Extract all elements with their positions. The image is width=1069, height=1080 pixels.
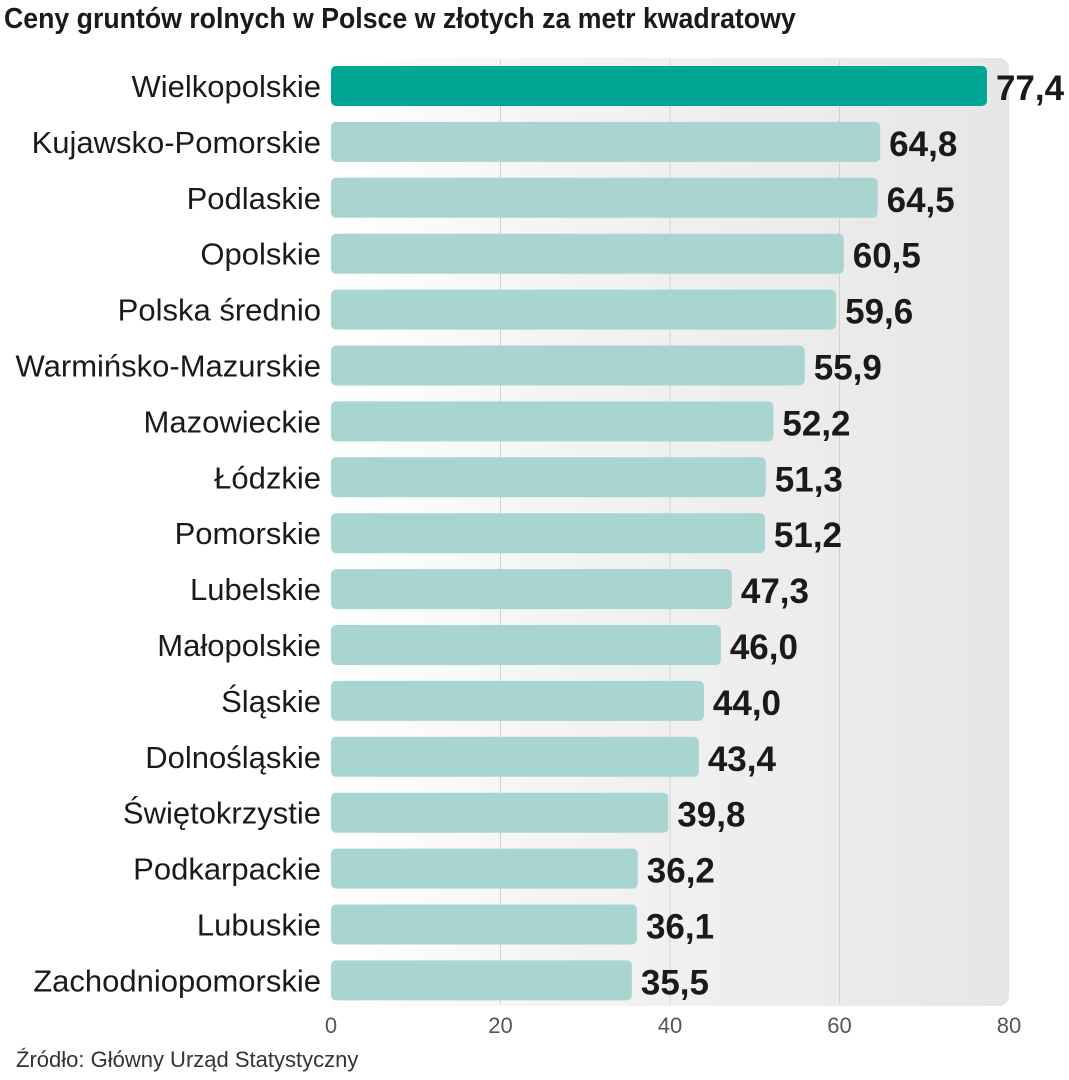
value-label-11: 44,0 <box>713 684 781 723</box>
value-label-10: 46,0 <box>730 628 798 667</box>
value-label-1: 64,8 <box>889 125 957 164</box>
x-tick-0: 0 <box>325 1013 337 1038</box>
value-label-2: 64,5 <box>887 181 955 220</box>
x-axis-ticks: 0 20 40 60 80 <box>325 1013 1021 1038</box>
bar-6 <box>331 401 774 442</box>
category-label-8: Pomorskie <box>175 516 321 551</box>
value-label-3: 60,5 <box>853 237 921 276</box>
category-label-11: Śląskie <box>221 683 321 719</box>
bar-12 <box>331 736 699 777</box>
x-tick-60: 60 <box>827 1013 851 1038</box>
bar-10 <box>331 625 721 665</box>
value-label-4: 59,6 <box>845 293 913 332</box>
value-label-5: 55,9 <box>814 349 882 388</box>
value-label-13: 39,8 <box>677 796 745 835</box>
source-note: Źródło: Główny Urząd Statystyczny <box>16 1047 359 1072</box>
bar-8 <box>331 513 765 554</box>
bar-4 <box>331 289 837 330</box>
value-label-0: 77,4 <box>996 69 1065 108</box>
value-label-6: 52,2 <box>782 404 850 443</box>
value-label-7: 51,3 <box>775 460 843 499</box>
category-label-16: Zachodniopomorskie <box>33 963 321 998</box>
value-label-9: 47,3 <box>741 572 809 611</box>
category-label-14: Podkarpackie <box>133 852 321 887</box>
bar-2 <box>331 177 878 218</box>
bar-7 <box>331 457 766 498</box>
category-label-1: Kujawsko-Pomorskie <box>32 125 321 160</box>
bar-5 <box>331 345 805 386</box>
category-label-15: Lubuskie <box>197 908 321 943</box>
category-label-7: Łódzkie <box>214 460 321 495</box>
value-labels: 77,4 64,8 64,5 60,5 59,6 55,9 52,2 51,3 51,2 47,3… <box>641 69 1065 1002</box>
category-label-12: Dolnośląskie <box>145 740 321 775</box>
value-label-16: 35,5 <box>641 963 709 1002</box>
bar-15 <box>331 904 637 945</box>
category-label-0: Wielkopolskie <box>131 69 321 104</box>
bars <box>331 66 987 1001</box>
category-label-9: Lubelskie <box>190 572 321 607</box>
category-labels: Wielkopolskie Kujawsko-Pomorskie Podlaskie… <box>16 69 321 998</box>
category-label-4: Polska średnio <box>118 293 321 328</box>
bar-11 <box>331 680 704 721</box>
bar-3 <box>331 233 844 274</box>
chart-title: Ceny gruntów rolnych w Polsce w złotych … <box>4 3 796 35</box>
category-label-5: Warmińsko-Mazurskie <box>16 349 321 384</box>
value-label-14: 36,2 <box>647 852 715 891</box>
bar-9 <box>331 569 732 610</box>
bar-0 <box>331 66 987 106</box>
category-label-13: Świętokrzystie <box>123 795 321 831</box>
category-label-3: Opolskie <box>200 237 321 272</box>
bar-13 <box>331 792 669 833</box>
category-label-2: Podlaskie <box>187 181 321 216</box>
x-tick-20: 20 <box>488 1013 512 1038</box>
category-label-6: Mazowieckie <box>144 404 321 439</box>
x-tick-80: 80 <box>997 1013 1021 1038</box>
category-label-10: Małopolskie <box>157 628 321 663</box>
value-label-12: 43,4 <box>708 740 777 779</box>
bar-16 <box>331 960 632 1001</box>
value-label-15: 36,1 <box>646 908 714 947</box>
x-tick-40: 40 <box>658 1013 682 1038</box>
value-label-8: 51,2 <box>774 516 842 555</box>
bar-14 <box>331 848 638 889</box>
bar-1 <box>331 121 881 162</box>
